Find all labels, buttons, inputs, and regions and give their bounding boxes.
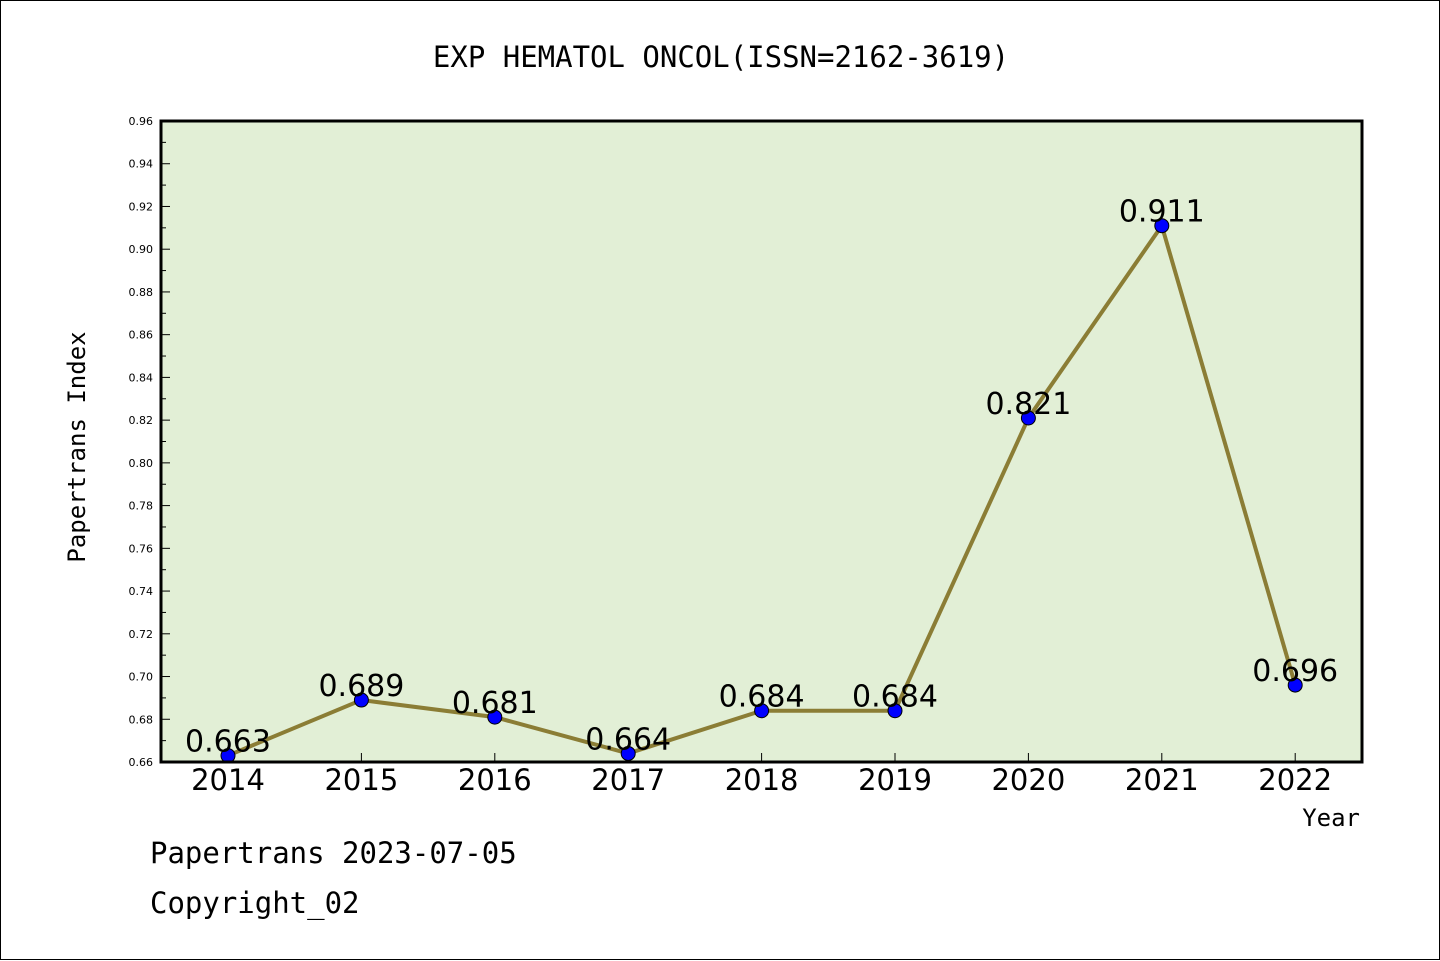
data-point [1020,410,1036,426]
data-label: 0.911 [1119,195,1205,230]
data-label: 0.684 [719,680,805,715]
data-label: 0.821 [985,387,1071,422]
y-tick-label: 0.84 [129,371,154,384]
data-label: 0.689 [318,669,404,704]
data-label: 0.663 [185,725,271,760]
x-tick-label: 2016 [458,763,532,797]
data-point [353,692,369,708]
x-tick-label: 2020 [991,763,1065,797]
y-tick-label: 0.92 [129,200,154,213]
x-tick-label: 2015 [324,763,398,797]
data-label: 0.696 [1252,654,1338,689]
x-axis-title: Year [1302,804,1360,832]
x-tick-label: 2021 [1125,763,1199,797]
data-point [754,703,770,719]
data-label: 0.681 [452,686,538,721]
data-point [1154,218,1170,234]
x-tick-label: 2014 [191,763,265,797]
y-tick-label: 0.72 [129,628,154,641]
data-point [1287,677,1303,693]
chart-title: EXP HEMATOL ONCOL(ISSN=2162-3619) [433,40,1009,74]
data-point [620,745,636,761]
y-tick-label: 0.86 [129,329,154,342]
x-tick-label: 2022 [1258,763,1332,797]
y-tick-label: 0.76 [129,542,154,555]
y-tick-label: 0.90 [129,243,154,256]
y-axis: 0.66 0.68 0.70 0.72 0.74 0.76 0.78 0.80 0.82 0.84… [129,115,170,769]
data-labels: 0.663 0.689 0.681 0.664 0.684 0.684 0.821 0.911… [185,195,1338,760]
y-tick-label: 0.88 [129,286,154,299]
y-tick-label: 0.80 [129,457,154,470]
data-point [887,703,903,719]
plot-border [159,119,1364,764]
footer-date: Papertrans 2023-07-05 [150,836,517,870]
y-tick-label: 0.74 [129,585,154,598]
y-tick-label: 0.96 [129,115,154,128]
data-point [487,709,503,725]
x-axis: 2014 2015 2016 2017 2018 2019 2020 2021 2022 [191,753,1332,797]
data-label: 0.664 [585,722,671,757]
x-tick-label: 2017 [591,763,665,797]
x-tick-label: 2019 [858,763,932,797]
x-tick-label: 2018 [725,763,799,797]
y-tick-label: 0.66 [129,756,154,769]
data-points [220,218,1303,764]
y-tick-label: 0.78 [129,500,154,513]
data-label: 0.684 [852,680,938,715]
y-tick-label: 0.82 [129,414,154,427]
y-tick-label: 0.70 [129,671,154,684]
footer-copyright: Copyright_02 [150,886,360,920]
y-tick-label: 0.94 [129,158,154,171]
y-axis-title: Papertrans Index [63,331,91,562]
y-tick-label: 0.68 [129,713,154,726]
